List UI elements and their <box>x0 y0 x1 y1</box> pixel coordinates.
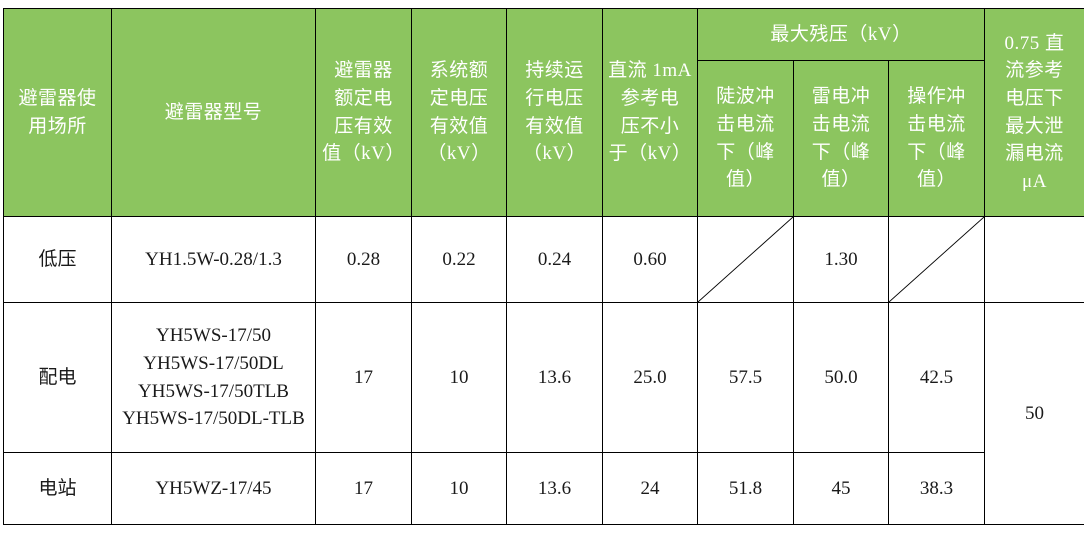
cell-rated-voltage: 17 <box>315 302 412 453</box>
header-lightning-impulse-current: 雷电冲 击电流 下（峰 值） <box>793 60 889 217</box>
table-row: 电站 YH5WZ-17/45 17 10 13.6 24 51.8 45 38.… <box>3 452 1084 525</box>
header-rated-voltage: 避雷器 额定电 压有效 值（kV） <box>315 8 412 217</box>
cell-rated-voltage: 0.28 <box>315 216 412 303</box>
header-group-max-residual-voltage: 最大残压（kV） <box>696 8 986 61</box>
cell-system-rated-voltage: 10 <box>411 302 507 453</box>
cell-model: YH5WS-17/50 YH5WS-17/50DL YH5WS-17/50TLB… <box>111 302 316 453</box>
cell-usage: 配电 <box>3 302 112 453</box>
cell-dc-1ma-reference: 25.0 <box>602 302 698 453</box>
cell-switching-impulse-not-applicable <box>887 216 986 303</box>
cell-leakage-current-empty <box>984 216 1084 303</box>
cell-switching-impulse: 38.3 <box>887 452 986 525</box>
header-max-leakage-current: 0.75 直 流参考 电压下 最大泄 漏电流 μA <box>984 8 1084 217</box>
cell-steep-wave-not-applicable <box>697 216 794 303</box>
cell-dc-1ma-reference: 0.60 <box>602 216 698 303</box>
cell-usage: 电站 <box>3 452 112 525</box>
table-row: 低压 YH1.5W-0.28/1.3 0.28 0.22 0.24 0.60 1… <box>3 216 1084 303</box>
cell-lightning-impulse: 1.30 <box>793 216 889 303</box>
header-system-rated-voltage: 系统额 定电压 有效值 （kV） <box>411 8 507 217</box>
cell-leakage-current: 50 <box>984 302 1084 525</box>
header-steep-wave-impulse-current: 陡波冲 击电流 下（峰 值） <box>697 60 794 217</box>
cell-continuous-voltage: 13.6 <box>506 302 603 453</box>
cell-rated-voltage: 17 <box>315 452 412 525</box>
cell-continuous-voltage: 13.6 <box>506 452 603 525</box>
header-dc-1ma-reference-voltage: 直流 1mA 参考电 压不小 于（kV） <box>602 8 698 217</box>
header-continuous-operating-voltage: 持续运 行电压 有效值 （kV） <box>506 8 603 217</box>
cell-model: YH1.5W-0.28/1.3 <box>111 216 316 303</box>
cell-switching-impulse: 42.5 <box>887 302 986 453</box>
header-arrester-model: 避雷器型号 <box>111 8 316 217</box>
cell-system-rated-voltage: 0.22 <box>411 216 507 303</box>
header-row-top: 避雷器使 用场所 避雷器型号 避雷器 额定电 压有效 值（kV） 系统额 定电压… <box>3 8 1084 217</box>
cell-lightning-impulse: 45 <box>793 452 889 525</box>
header-usage-location: 避雷器使 用场所 <box>3 8 112 217</box>
cell-usage: 低压 <box>3 216 112 303</box>
cell-continuous-voltage: 0.24 <box>506 216 603 303</box>
cell-system-rated-voltage: 10 <box>411 452 507 525</box>
surge-arrester-spec-table: 避雷器使 用场所 避雷器型号 避雷器 额定电 压有效 值（kV） 系统额 定电压… <box>3 8 1084 525</box>
cell-dc-1ma-reference: 24 <box>602 452 698 525</box>
diagonal-slash-icon <box>889 217 984 302</box>
table-row: 配电 YH5WS-17/50 YH5WS-17/50DL YH5WS-17/50… <box>3 302 1084 525</box>
cell-steep-wave: 57.5 <box>697 302 794 453</box>
cell-lightning-impulse: 50.0 <box>793 302 889 453</box>
cell-model: YH5WZ-17/45 <box>111 452 316 525</box>
cell-steep-wave: 51.8 <box>697 452 794 525</box>
diagonal-slash-icon <box>698 217 793 302</box>
header-switching-impulse-current: 操作冲 击电流 下（峰 值） <box>887 60 986 217</box>
header-row-sub: 陡波冲 击电流 下（峰 值） 雷电冲 击电流 下（峰 值） 操作冲 击电流 下（… <box>4 60 1084 217</box>
